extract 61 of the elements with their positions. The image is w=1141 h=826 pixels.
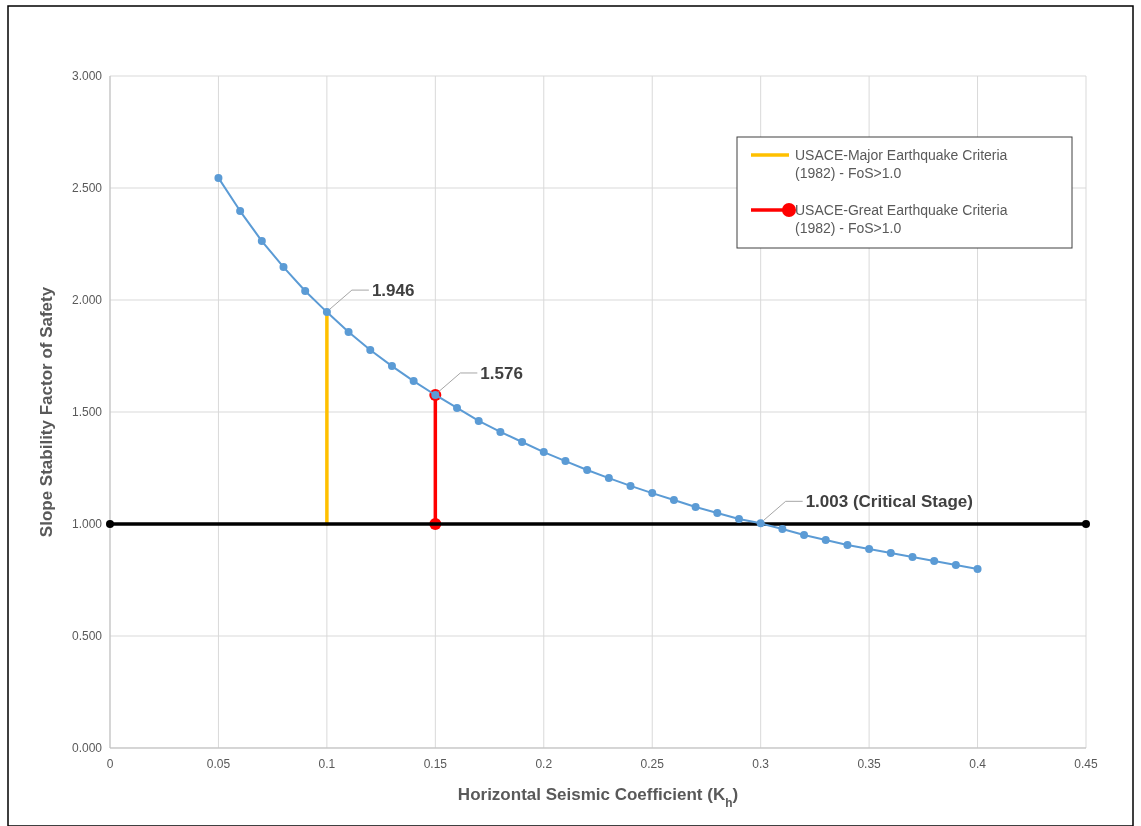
point <box>951 560 960 569</box>
point <box>474 416 483 425</box>
point <box>322 308 331 317</box>
point <box>496 427 505 436</box>
y-tick-label: 2.500 <box>71 181 103 196</box>
point <box>713 509 722 518</box>
point <box>409 377 418 386</box>
point <box>539 448 548 457</box>
point <box>756 519 765 528</box>
x-tick-label: 0.05 <box>206 757 231 771</box>
point <box>236 207 245 216</box>
point <box>669 496 678 505</box>
x-tick-label: 0 <box>106 757 114 771</box>
point <box>691 502 700 511</box>
point <box>865 545 874 554</box>
x-tick-label: 0.45 <box>1074 757 1098 771</box>
point <box>821 535 830 544</box>
annotation: 1.576 <box>480 363 523 383</box>
y-tick-label: 1.000 <box>71 517 103 532</box>
point <box>648 489 657 498</box>
point <box>518 438 527 447</box>
x-axis-title: Horizontal Seismic Coefficient (K$_{h}$) <box>457 785 739 810</box>
legend-label: USACE-Great Earthquake Criteria (1982) - FoS>1.0 <box>795 201 1008 237</box>
point <box>800 530 809 539</box>
point <box>886 548 895 557</box>
point <box>279 263 288 272</box>
x-tick-label: 0.25 <box>640 757 665 771</box>
point <box>908 552 917 561</box>
point <box>387 362 396 371</box>
point <box>626 481 635 490</box>
point <box>257 237 266 246</box>
y-tick-label: 0.000 <box>71 741 103 756</box>
point <box>734 515 743 524</box>
y-tick-label: 0.500 <box>71 629 103 644</box>
point <box>930 556 939 565</box>
y-tick-label: 2.000 <box>71 293 103 308</box>
point <box>604 474 613 483</box>
x-tick-label: 0.3 <box>752 757 770 771</box>
point <box>214 173 223 182</box>
point <box>1082 520 1090 528</box>
y-axis-title: Slope Stability Factor of Safety <box>37 286 56 538</box>
x-tick-label: 0.2 <box>535 757 553 771</box>
point <box>301 287 310 296</box>
point <box>973 565 982 574</box>
x-tick-label: 0.1 <box>318 757 336 771</box>
point <box>106 520 114 528</box>
x-tick-label: 0.15 <box>423 757 448 771</box>
point <box>778 524 787 533</box>
annotation: 1.003 (Critical Stage) <box>805 492 973 512</box>
point <box>453 403 462 412</box>
legend-label: USACE-Major Earthquake Criteria (1982) - FoS>1.0 <box>795 146 1008 182</box>
point <box>583 466 592 475</box>
point <box>366 345 375 354</box>
point <box>344 328 353 337</box>
y-tick-label: 1.500 <box>71 405 103 420</box>
x-tick-label: 0.4 <box>969 757 987 771</box>
point <box>561 457 570 466</box>
x-tick-label: 0.35 <box>857 757 882 771</box>
annotation: 1.946 <box>371 281 415 301</box>
point <box>843 541 852 550</box>
y-tick-label: 3.000 <box>71 69 103 84</box>
